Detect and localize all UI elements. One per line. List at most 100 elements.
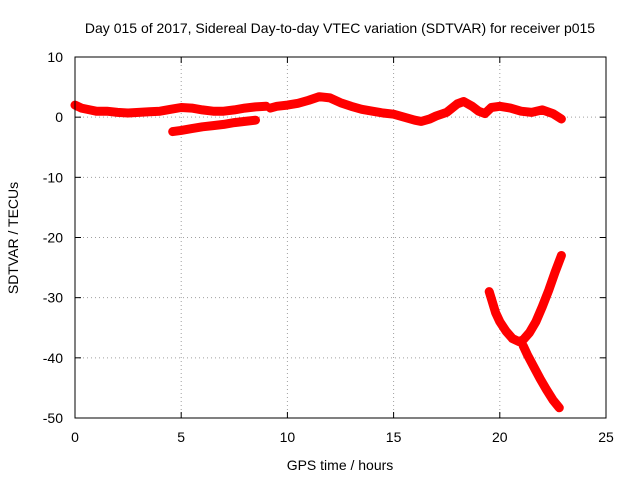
data-point <box>251 102 260 111</box>
data-point <box>453 99 462 108</box>
data-point <box>542 385 551 394</box>
data-point <box>102 107 111 116</box>
data-point <box>525 328 534 337</box>
data-point <box>209 107 218 116</box>
data-point <box>219 120 228 129</box>
data-point <box>425 114 434 123</box>
data-point <box>459 97 468 106</box>
data-point <box>538 302 547 311</box>
data-point <box>491 308 500 317</box>
y-tick-label: 0 <box>55 109 63 125</box>
data-point <box>134 108 143 117</box>
data-point <box>198 105 207 114</box>
data-point <box>304 96 313 105</box>
data-point <box>555 403 564 412</box>
series-band-v-branch <box>484 251 566 347</box>
y-tick-labels: -50 -40 -30 -20 -10 0 10 <box>43 49 63 426</box>
data-point <box>85 105 94 114</box>
data-point <box>230 105 239 114</box>
data-point <box>544 286 553 295</box>
data-point <box>514 337 523 346</box>
data-point <box>557 114 566 123</box>
data-point <box>548 109 557 118</box>
y-tick-label: -40 <box>43 350 63 366</box>
data-point <box>487 103 496 112</box>
x-tick-label: 5 <box>177 429 185 445</box>
data-point <box>177 126 186 135</box>
data-point <box>230 118 239 127</box>
data-point <box>166 105 175 114</box>
data-point <box>272 102 281 111</box>
y-tick-label: -30 <box>43 290 63 306</box>
data-point <box>145 107 154 116</box>
data-point <box>517 107 526 116</box>
data-point <box>357 105 366 114</box>
data-point <box>495 102 504 111</box>
data-point <box>474 107 483 116</box>
data-point <box>502 327 511 336</box>
data-point <box>551 268 560 277</box>
data-point <box>548 395 557 404</box>
data-point <box>506 104 515 113</box>
data-point <box>389 110 398 119</box>
data-point <box>124 108 133 117</box>
data-point <box>240 117 249 126</box>
y-tick-label: -10 <box>43 169 63 185</box>
data-point <box>325 93 334 102</box>
data-point <box>347 102 356 111</box>
x-tick-label: 15 <box>386 429 402 445</box>
x-tick-label: 0 <box>71 429 79 445</box>
data-point <box>410 116 419 125</box>
data-point <box>187 124 196 133</box>
x-tick-label: 20 <box>492 429 508 445</box>
data-point <box>508 334 517 343</box>
data-point <box>400 113 409 122</box>
data-point <box>187 104 196 113</box>
data-series <box>70 92 566 413</box>
axis-ticks <box>74 56 607 419</box>
data-point <box>529 362 538 371</box>
data-point <box>417 117 426 126</box>
data-point <box>442 108 451 117</box>
x-tick-label: 10 <box>280 429 296 445</box>
data-point <box>495 317 504 326</box>
data-point <box>283 101 292 110</box>
x-axis-label: GPS time / hours <box>287 457 394 473</box>
data-point <box>294 99 303 108</box>
data-point <box>538 105 547 114</box>
data-point <box>155 107 164 116</box>
data-point <box>240 104 249 113</box>
y-tick-label: -20 <box>43 230 63 246</box>
y-axis-label: SDTVAR / TECUs <box>5 182 21 294</box>
data-point <box>523 350 532 359</box>
data-point <box>378 108 387 117</box>
data-point <box>432 111 441 120</box>
data-point <box>209 121 218 130</box>
y-tick-label: -50 <box>43 410 63 426</box>
data-point <box>198 122 207 131</box>
data-point <box>531 317 540 326</box>
data-point <box>485 287 494 296</box>
x-tick-labels: 0 5 10 15 20 25 <box>71 429 614 445</box>
data-point <box>168 127 177 136</box>
data-point <box>113 108 122 117</box>
data-point <box>468 102 477 111</box>
data-point <box>519 341 528 350</box>
data-point <box>480 109 489 118</box>
data-point <box>177 103 186 112</box>
data-point <box>315 92 324 101</box>
y-tick-label: 10 <box>47 49 63 65</box>
data-point <box>536 374 545 383</box>
data-point <box>336 98 345 107</box>
chart-title: Day 015 of 2017, Sidereal Day-to-day VTE… <box>85 20 595 36</box>
data-point <box>251 116 260 125</box>
data-point <box>266 104 275 113</box>
data-point <box>77 104 86 113</box>
x-tick-label: 25 <box>598 429 614 445</box>
data-point <box>557 251 566 260</box>
data-point <box>368 107 377 116</box>
series-band-main-track-2 <box>265 92 566 126</box>
data-point <box>92 107 101 116</box>
data-point <box>527 108 536 117</box>
